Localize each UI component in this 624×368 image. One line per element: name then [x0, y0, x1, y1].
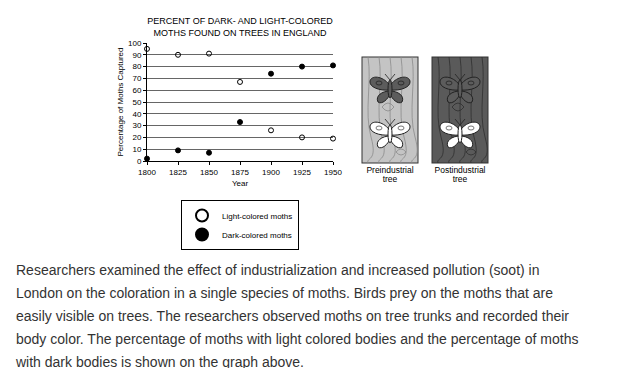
svg-text:60: 60 — [132, 86, 141, 95]
svg-text:PERCENT OF DARK- AND LIGHT-COL: PERCENT OF DARK- AND LIGHT-COLOREDMOTHS … — [147, 16, 333, 38]
svg-text:10: 10 — [132, 145, 141, 154]
svg-text:1900: 1900 — [262, 168, 280, 177]
svg-text:40: 40 — [132, 110, 141, 119]
svg-text:50: 50 — [132, 98, 141, 107]
svg-text:1925: 1925 — [293, 168, 311, 177]
svg-text:1875: 1875 — [231, 168, 249, 177]
svg-text:1825: 1825 — [169, 168, 187, 177]
svg-text:Postindustrialtree: Postindustrialtree — [434, 165, 485, 184]
svg-text:70: 70 — [132, 74, 141, 83]
html-text:London on the coloration in a: London on the coloration in a single spe… — [16, 285, 553, 301]
html-text:body color. The percentage of: body color. The percentage of moths with… — [16, 331, 579, 347]
svg-text:100: 100 — [128, 39, 142, 48]
svg-text:Percentage of Moths Captured: Percentage of Moths Captured — [116, 48, 125, 157]
svg-text:Preindustrialtree: Preindustrialtree — [366, 165, 413, 184]
svg-text:80: 80 — [132, 62, 141, 71]
svg-text:1850: 1850 — [200, 168, 218, 177]
svg-text:0: 0 — [137, 157, 142, 166]
html-text:Researchers examined the effec: Researchers examined the effect of indus… — [16, 262, 540, 278]
svg-text:30: 30 — [132, 121, 141, 130]
html-text:easily visible on trees. The r: easily visible on trees. The researchers… — [16, 308, 569, 324]
svg-text:1950: 1950 — [324, 168, 342, 177]
svg-text:Year: Year — [232, 179, 249, 188]
svg-text:90: 90 — [132, 51, 141, 60]
svg-text:1800: 1800 — [138, 168, 156, 177]
svg-text:20: 20 — [132, 133, 141, 142]
svg-text:Dark-colored moths: Dark-colored moths — [222, 231, 292, 240]
svg-text:Light-colored moths: Light-colored moths — [222, 212, 292, 221]
